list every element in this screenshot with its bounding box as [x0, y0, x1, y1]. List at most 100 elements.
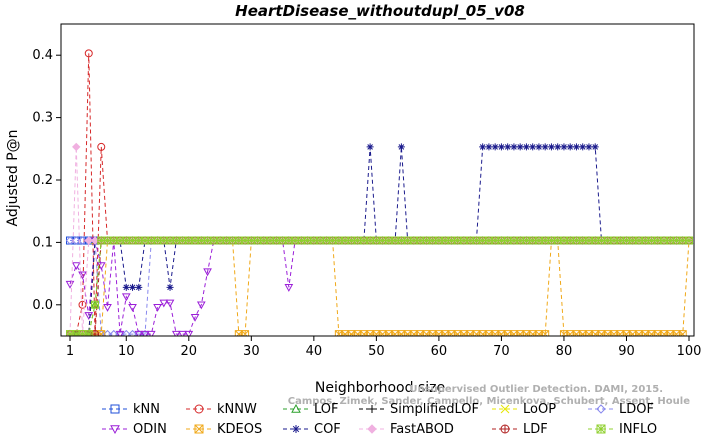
data-point-ldof — [65, 236, 75, 245]
x-tick-label: 20 — [181, 344, 198, 359]
legend-item-kdeos: KDEOS — [186, 422, 262, 434]
legend-label: COF — [314, 422, 341, 434]
legend-item-loop: LoOP — [492, 402, 556, 417]
legend-label: LDOF — [619, 402, 654, 417]
legend-item-odin: ODIN — [102, 422, 167, 434]
y-tick-label: 0.1 — [32, 235, 53, 250]
data-point-odin — [159, 299, 169, 308]
data-point-ldof — [122, 329, 131, 336]
series-line-knnw — [70, 53, 689, 335]
x-tick-label: 100 — [677, 344, 702, 359]
legend-item-ldof: LDOF — [588, 402, 654, 417]
legend-marker — [500, 404, 510, 414]
legend-label: KDEOS — [217, 422, 262, 434]
data-point-knnw — [97, 142, 106, 151]
legend-item-inflo: INFLO — [588, 422, 657, 434]
data-point-cof — [397, 143, 405, 151]
data-point-cof — [560, 143, 568, 151]
chart-title: HeartDisease_withoutdupl_05_v08 — [235, 2, 525, 20]
legend-item-cof: COF — [283, 422, 341, 434]
series-odin — [65, 237, 694, 336]
data-point-odin — [178, 330, 187, 336]
plot-frame — [60, 23, 695, 337]
legend-label: ODIN — [133, 422, 167, 434]
data-point-odin — [128, 303, 137, 312]
series-line-lof — [70, 240, 689, 335]
legend-label: kNN — [133, 402, 160, 417]
data-point-odin — [190, 313, 200, 322]
y-tick-label: 0.4 — [32, 48, 53, 63]
data-point-kdeos — [541, 330, 550, 336]
data-point-kdeos — [241, 330, 250, 336]
data-point-odin — [153, 303, 162, 312]
data-point-fastabod — [72, 142, 81, 152]
data-point-cof — [566, 143, 574, 151]
data-point-odin — [184, 330, 194, 336]
data-point-odin — [203, 268, 212, 277]
data-point-inflo — [72, 330, 81, 336]
x-tick-label: 40 — [306, 344, 323, 359]
data-point-ldof — [128, 329, 137, 336]
data-point-inflo — [84, 330, 93, 336]
series-line-ldf — [70, 240, 689, 335]
y-tick-label: 0.2 — [32, 173, 53, 188]
data-point-cof — [579, 143, 587, 151]
data-point-cof — [497, 143, 505, 151]
data-point-ldof — [78, 236, 87, 245]
data-point-cof — [510, 143, 518, 151]
data-point-cof — [135, 283, 143, 291]
data-point-odin — [71, 262, 81, 271]
data-point-odin — [84, 312, 94, 320]
data-point-ldof — [109, 329, 118, 336]
data-point-odin — [171, 330, 181, 336]
data-point-inflo — [91, 300, 100, 309]
series-line-simplifiedlof — [70, 240, 689, 335]
series-line-odin — [69, 240, 689, 335]
legend-item-knnw: kNNW — [186, 402, 257, 417]
legend-label: kNNW — [217, 402, 257, 417]
data-point-kdeos — [678, 330, 687, 336]
data-point-inflo — [78, 330, 87, 336]
legend-marker — [194, 424, 204, 434]
legend-marker — [500, 424, 510, 434]
legend-marker — [110, 425, 120, 434]
data-point-kdeos — [97, 330, 106, 336]
data-point-cof — [535, 143, 543, 151]
data-point-cof — [585, 143, 593, 151]
data-point-odin — [121, 293, 131, 302]
series-ldf — [66, 236, 694, 336]
legend: kNN kNNW LOF SimplifiedLOF LoOP LDOF ODIN KDEOS… — [102, 402, 657, 434]
data-point-knnw — [84, 49, 93, 58]
legend-item-ldf: LDF — [492, 422, 548, 434]
data-point-cof — [554, 143, 562, 151]
series-kdeos — [66, 236, 693, 336]
data-point-cof — [166, 283, 174, 291]
series-line-ldof — [70, 240, 689, 335]
data-point-cof — [572, 143, 580, 151]
data-point-cof — [522, 143, 530, 151]
credit-line-2: Campos, Zimek, Sander, Campello, Micenko… — [288, 396, 690, 407]
data-point-odin — [103, 303, 112, 312]
credit-line-1: Unsupervised Outlier Detection. DAMI, 20… — [409, 384, 663, 395]
x-tick-label: 30 — [243, 344, 260, 359]
data-point-odin — [165, 299, 175, 308]
data-point-cof — [485, 143, 493, 151]
legend-item-fastabod: FastABOD — [359, 422, 454, 434]
x-tick-label: 50 — [368, 344, 385, 359]
series-line-kdeos — [70, 240, 690, 335]
data-point-cof — [479, 143, 487, 151]
legend-label: LoOP — [523, 402, 556, 417]
series-lof — [66, 235, 694, 336]
y-tick-label: 0.0 — [32, 298, 53, 313]
series-line-inflo — [70, 240, 689, 335]
data-point-cof — [129, 283, 137, 291]
legend-marker — [110, 404, 120, 414]
series-ldof — [65, 236, 694, 336]
data-point-knnw — [78, 300, 87, 309]
data-point-cof — [122, 283, 130, 291]
legend-label: INFLO — [619, 422, 657, 434]
legend-item-knn: kNN — [102, 402, 160, 417]
data-point-odin — [65, 280, 75, 289]
data-point-cof — [529, 143, 537, 151]
